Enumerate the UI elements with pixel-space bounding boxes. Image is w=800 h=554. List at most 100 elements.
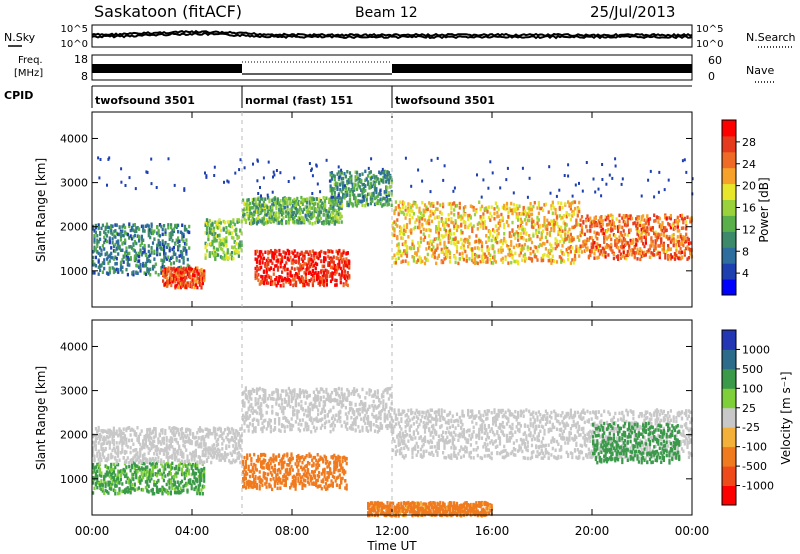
power-cell xyxy=(246,200,249,204)
power-cell xyxy=(485,260,488,264)
power-cell xyxy=(267,274,270,279)
power-cell xyxy=(194,266,198,271)
power-cell xyxy=(623,223,627,227)
velocity-cell xyxy=(168,478,171,482)
power-cell xyxy=(480,248,484,252)
power-cell xyxy=(350,201,353,206)
power-cell xyxy=(175,225,178,230)
power-cell xyxy=(171,280,174,284)
power-cell xyxy=(654,246,657,250)
power-cell xyxy=(537,224,540,229)
power-cell xyxy=(164,252,167,256)
power-cell xyxy=(425,221,428,225)
power-cell xyxy=(646,228,649,233)
power-cell xyxy=(99,237,102,242)
power-cell xyxy=(310,262,313,267)
power-cell xyxy=(168,266,172,271)
power-cell xyxy=(317,274,320,279)
power-cell xyxy=(317,256,320,261)
power-cell xyxy=(546,218,549,223)
power-cell xyxy=(683,158,686,162)
power-cell xyxy=(297,269,300,273)
colorbar-tick-label: 4 xyxy=(742,267,749,280)
power-cell xyxy=(479,216,482,221)
power-cell xyxy=(610,213,613,217)
power-cell xyxy=(598,221,602,225)
power-cell xyxy=(621,216,624,220)
power-cell xyxy=(250,219,253,223)
power-cell xyxy=(673,257,677,261)
power-cell xyxy=(400,226,403,231)
power-cell xyxy=(218,233,221,238)
power-cell xyxy=(331,277,334,281)
velocity-cell xyxy=(171,486,174,491)
power-cell xyxy=(140,237,143,242)
power-cell xyxy=(433,255,436,259)
power-cell xyxy=(483,252,486,257)
power-cell xyxy=(250,206,253,210)
power-cell xyxy=(589,249,592,254)
power-cell xyxy=(254,199,257,204)
velocity-cell xyxy=(93,469,96,473)
velocity-cell xyxy=(178,463,181,467)
power-cell xyxy=(324,274,327,278)
power-cell xyxy=(408,208,411,212)
power-cell xyxy=(341,260,344,264)
power-cell xyxy=(653,253,656,257)
velocity-cell xyxy=(189,462,192,467)
velocity-cell xyxy=(158,440,161,444)
power-cell xyxy=(196,274,199,279)
power-cell xyxy=(300,221,303,225)
power-cell xyxy=(329,201,332,205)
power-cell xyxy=(497,221,500,225)
velocity-cell xyxy=(121,450,124,454)
power-cell xyxy=(297,200,300,204)
power-cell xyxy=(636,238,639,243)
power-cell xyxy=(226,248,229,252)
power-cell xyxy=(171,228,174,233)
power-cell xyxy=(637,236,640,241)
power-cell xyxy=(247,217,250,221)
power-cell xyxy=(221,247,224,252)
velocity-cell xyxy=(203,485,206,489)
power-cell xyxy=(625,223,628,228)
power-cell xyxy=(583,249,586,253)
power-cell xyxy=(423,261,427,266)
power-cell xyxy=(496,233,499,237)
power-cell xyxy=(636,257,639,261)
velocity-cell xyxy=(139,432,142,436)
power-cell xyxy=(460,229,463,233)
power-cell xyxy=(271,198,274,203)
power-cell xyxy=(367,202,370,207)
power-cell xyxy=(288,249,291,254)
power-cell xyxy=(243,217,246,221)
power-cell xyxy=(179,270,182,275)
power-cell xyxy=(260,219,263,224)
power-cell xyxy=(296,196,299,201)
power-cell xyxy=(589,236,592,240)
power-cell xyxy=(182,248,185,252)
power-cell xyxy=(354,183,357,187)
power-cell xyxy=(393,229,396,233)
power-cell xyxy=(167,157,170,161)
power-cell xyxy=(536,217,539,222)
power-cell xyxy=(528,256,531,260)
velocity-cell xyxy=(201,473,204,478)
power-cell xyxy=(536,234,539,239)
power-cell xyxy=(436,215,439,219)
power-cell xyxy=(633,255,636,259)
power-cell xyxy=(633,246,636,250)
power-cell xyxy=(528,234,531,238)
power-cell xyxy=(485,240,488,244)
power-cell xyxy=(498,218,502,223)
velocity-cell xyxy=(142,475,145,480)
power-cell xyxy=(146,256,149,261)
power-cell xyxy=(338,259,341,263)
power-cell xyxy=(465,254,468,258)
power-cell xyxy=(686,245,689,249)
power-cell xyxy=(286,211,289,216)
power-cell xyxy=(335,209,338,213)
power-cell xyxy=(292,204,295,208)
power-cell xyxy=(296,209,299,214)
power-cell xyxy=(405,248,409,252)
